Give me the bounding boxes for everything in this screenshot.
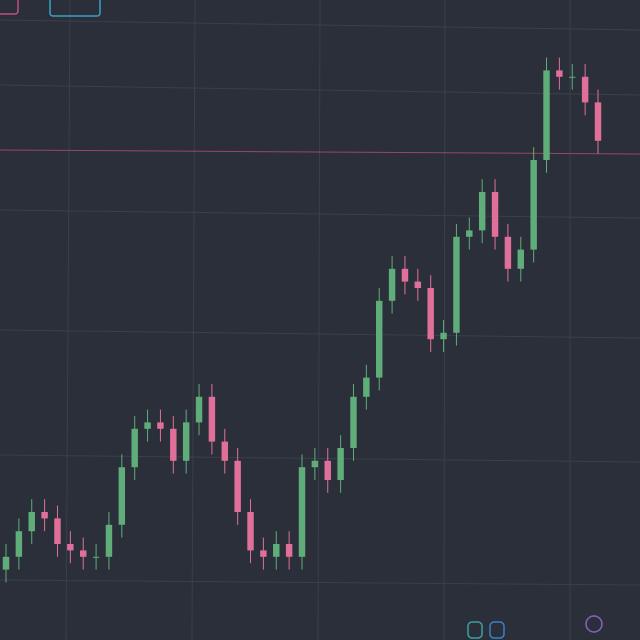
candle-body [427,288,434,340]
candle-body [195,396,203,423]
candle-body [363,377,370,397]
grid-line [0,579,640,586]
candle-body [131,428,138,468]
candle-body [208,396,216,442]
candle-body [234,460,241,512]
candle-body [466,230,473,237]
grid-line [443,0,446,640]
candle-body [337,448,344,480]
candle-body [92,556,100,558]
candle-body [440,332,447,340]
candle-body [311,460,319,468]
candle-body [247,512,254,551]
candle-body [285,544,293,557]
candle-body [41,512,48,519]
candle-body [273,544,280,557]
candle-body [543,70,550,160]
candle-body [324,460,331,480]
candle-body [80,550,87,557]
candle-body [260,550,267,557]
candle-body [157,422,164,429]
candle-body [376,300,383,378]
candle-body [414,281,422,288]
candle-body [581,76,589,103]
candle-body [118,467,126,525]
candle-body [478,192,486,231]
candle-body [388,268,396,301]
grid-line [0,454,640,463]
candle-body [144,422,151,429]
grid-line [0,329,640,339]
candle-body [517,249,524,269]
grid-line [317,0,321,640]
candle-body [182,422,190,461]
candle-body [569,76,576,78]
candle-body [530,160,537,250]
candle-body [67,544,74,551]
candle-body [491,192,499,237]
candle-body [298,467,306,557]
grid-line [191,0,196,640]
candle-body [105,524,113,557]
candle-body [556,70,563,77]
candle-body [594,102,602,141]
marker-icon[interactable] [585,615,603,633]
candle-body [401,268,409,282]
marker-icon[interactable] [467,621,483,639]
candle-body [453,236,460,333]
candle-body [350,396,357,448]
candle-body [504,236,512,269]
candle-body [28,512,35,532]
grid-line [65,0,71,640]
toolbar-button[interactable] [0,0,19,15]
candle-body [221,441,228,461]
marker-icon[interactable] [489,621,505,639]
candle-body [15,531,23,557]
candle-body [2,556,10,570]
toolbar-button[interactable] [49,0,101,17]
candle-body [54,518,61,544]
candles [2,57,602,583]
candle-body [170,428,177,461]
